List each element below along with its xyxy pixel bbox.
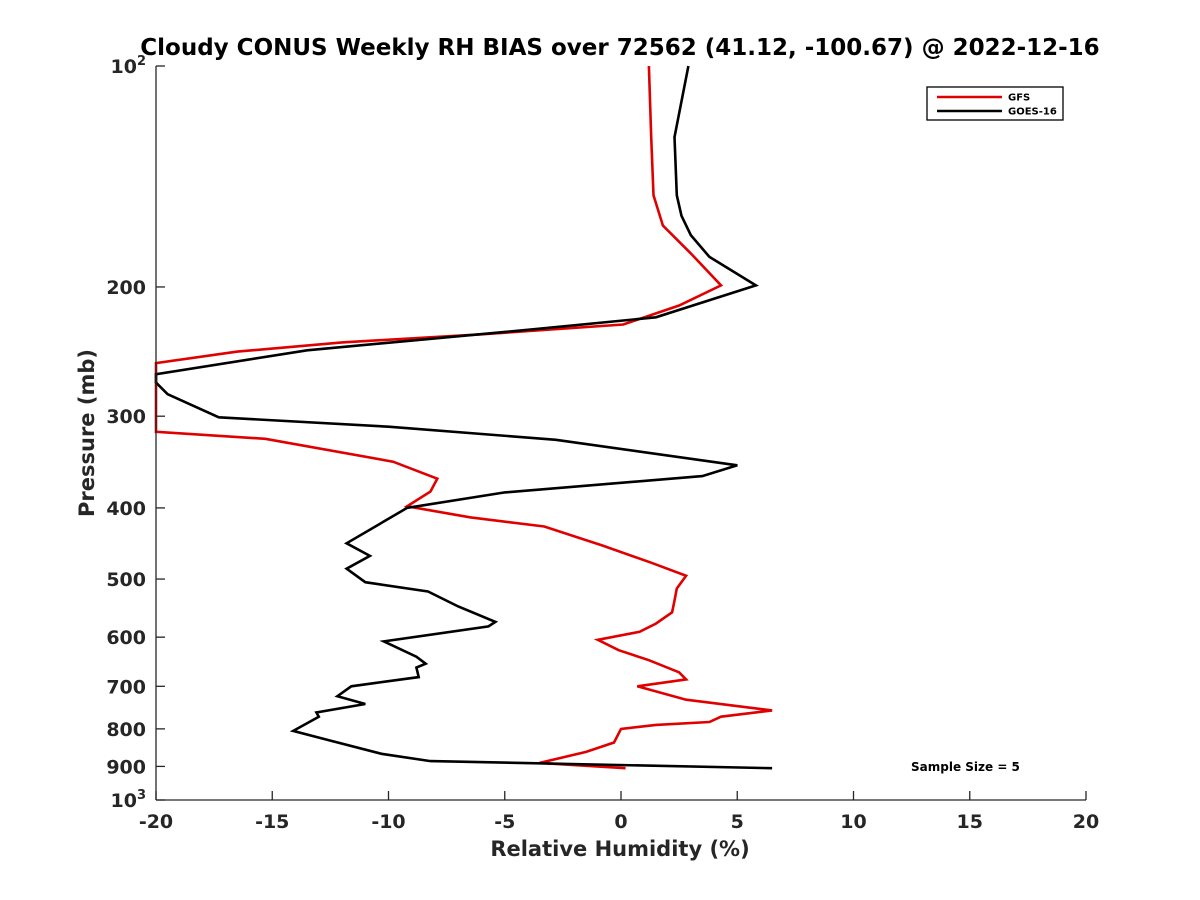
x-tick-label: 15 — [957, 811, 983, 833]
series-line-gfs — [154, 65, 773, 770]
chart-title: Cloudy CONUS Weekly RH BIAS over 72562 (… — [140, 35, 1099, 61]
series-line-goes-16 — [154, 65, 773, 770]
y-tick-label: 700 — [106, 676, 146, 698]
x-tick-label: 5 — [731, 811, 744, 833]
y-tick-label: 400 — [106, 498, 146, 520]
legend-box — [926, 86, 1064, 121]
x-tick-label: 0 — [614, 811, 627, 833]
y-tick-label: 500 — [106, 569, 146, 591]
y-tick-label: 600 — [106, 627, 146, 649]
legend-label: GOES-16 — [1008, 107, 1057, 118]
x-tick-label: -20 — [139, 811, 173, 833]
x-tick-label: -15 — [255, 811, 289, 833]
x-tick-label: 10 — [840, 811, 866, 833]
x-axis-label: Relative Humidity (%) — [490, 837, 749, 861]
legend: GFS GOES-16 — [926, 86, 1064, 121]
plot-area: -20 -15 -10 -5 0 5 10 15 20102200300400500600700… — [106, 54, 1099, 833]
y-tick-label: 900 — [106, 756, 146, 778]
x-tick-label: -5 — [494, 811, 515, 833]
x-tick-label: 20 — [1073, 811, 1099, 833]
y-tick-label: 200 — [106, 277, 146, 299]
legend-label: GFS — [1008, 93, 1030, 104]
x-tick-label: -10 — [371, 811, 405, 833]
y-axis-label: Pressure (mb) — [75, 349, 99, 517]
sample-size-annotation: Sample Size = 5 — [911, 760, 1020, 774]
y-tick-label: 800 — [106, 719, 146, 741]
y-tick-label: 300 — [106, 406, 146, 428]
